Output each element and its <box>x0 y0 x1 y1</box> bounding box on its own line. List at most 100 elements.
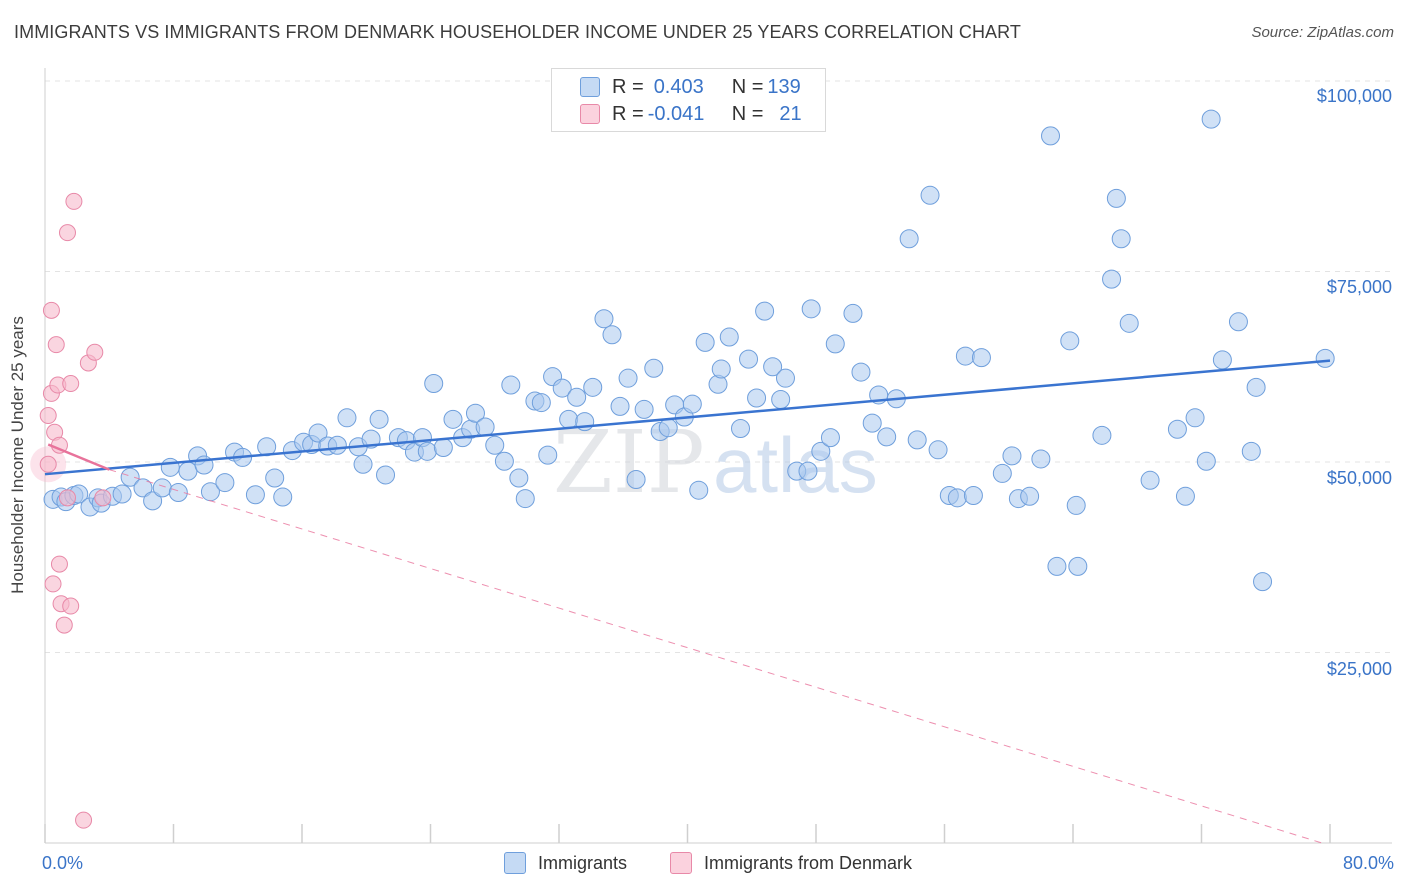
immigrants-point <box>626 470 646 490</box>
immigrants-point <box>634 399 654 419</box>
immigrants-point <box>376 465 396 485</box>
legend-row-denmark: R = -0.041 N = 21 <box>552 101 802 127</box>
immigrants-point <box>1167 419 1187 439</box>
denmark-point <box>65 192 83 210</box>
immigrants-point <box>1060 331 1080 351</box>
immigrants-point <box>618 368 638 388</box>
legend-swatch-blue <box>504 852 526 874</box>
immigrants-point <box>494 451 514 471</box>
immigrants-point <box>731 418 751 438</box>
denmark-point <box>94 489 112 507</box>
legend-n-label: N = <box>731 75 764 98</box>
immigrants-point <box>1196 451 1216 471</box>
immigrants-point <box>594 309 614 329</box>
immigrants-point <box>1111 229 1131 249</box>
immigrants-point <box>811 441 831 461</box>
immigrants-point <box>963 486 983 506</box>
immigrants-point <box>361 429 381 449</box>
immigrants-point <box>798 461 818 481</box>
immigrants-point <box>862 413 882 433</box>
immigrants-point <box>1092 425 1112 445</box>
immigrants-point <box>907 430 927 450</box>
gridlines <box>45 80 1392 653</box>
immigrants-point <box>567 387 587 407</box>
immigrants-point <box>992 463 1012 483</box>
immigrants-point <box>538 445 558 465</box>
immigrants-point <box>1246 377 1266 397</box>
immigrants-point <box>711 359 731 379</box>
immigrants-point <box>465 403 485 423</box>
denmark-point <box>62 375 80 393</box>
immigrants-point <box>143 491 163 511</box>
legend-n-value: 21 <box>779 102 802 125</box>
axes <box>44 68 1392 844</box>
immigrants-point <box>1066 495 1086 515</box>
immigrants-point <box>825 334 845 354</box>
immigrants-point <box>308 423 328 443</box>
immigrants-point <box>1175 486 1195 506</box>
immigrants-point <box>755 301 775 321</box>
immigrants-point <box>771 390 791 410</box>
immigrants-point <box>1140 470 1160 490</box>
immigrants-point <box>417 441 437 461</box>
immigrants-point <box>1002 446 1022 466</box>
immigrants-point <box>1212 350 1232 370</box>
y-tick-25000: $25,000 <box>1326 659 1392 679</box>
legend-r-value: 0.403 <box>653 75 704 98</box>
denmark-point <box>62 597 80 615</box>
immigrants-point <box>1102 269 1122 289</box>
immigrants-point <box>515 489 535 509</box>
immigrants-point <box>583 377 603 397</box>
immigrants-point <box>739 349 759 369</box>
watermark-zip: ZIP <box>553 413 705 513</box>
immigrants-point <box>851 362 871 382</box>
denmark-point <box>55 616 73 634</box>
legend-n-value: 139 <box>767 75 801 98</box>
immigrants-point <box>682 394 702 414</box>
legend-item-immigrants[interactable]: Immigrants <box>504 852 627 874</box>
immigrants-point <box>552 378 572 398</box>
x-min-label: 0.0% <box>42 853 84 873</box>
immigrants-point <box>133 478 153 498</box>
immigrants-point <box>120 467 140 487</box>
immigrants-point <box>369 409 389 429</box>
y-tick-75000: $75,000 <box>1326 277 1392 297</box>
immigrants-point <box>443 409 463 429</box>
immigrants-point <box>602 325 622 345</box>
immigrants-point <box>1031 449 1051 469</box>
immigrants-point <box>877 427 897 447</box>
immigrants-point <box>265 468 285 488</box>
denmark-trend-line <box>47 443 110 471</box>
source-label: Source: ZipAtlas.com <box>1251 24 1394 41</box>
denmark-point <box>47 336 65 354</box>
immigrants-point <box>160 457 180 477</box>
immigrants-point <box>509 468 529 488</box>
immigrants-point <box>1020 486 1040 506</box>
immigrants-point <box>1241 441 1261 461</box>
immigrants-point <box>689 480 709 500</box>
immigrants-point <box>475 417 495 437</box>
immigrants-point <box>559 409 579 429</box>
immigrants-point <box>928 440 948 460</box>
immigrants-points <box>43 109 1335 592</box>
legend-r-label: R = <box>612 75 644 98</box>
denmark-point <box>75 811 93 829</box>
denmark-point <box>39 407 57 425</box>
legend-swatch-pink <box>580 104 600 124</box>
immigrants-point <box>610 396 630 416</box>
denmark-point <box>58 489 76 507</box>
denmark-trend-dashed <box>109 469 1323 844</box>
legend-r-label: R = <box>612 102 644 125</box>
immigrants-point <box>245 485 265 505</box>
legend-item-denmark[interactable]: Immigrants from Denmark <box>670 852 912 874</box>
immigrants-point <box>1253 572 1273 592</box>
watermark: ZIP atlas <box>553 413 878 513</box>
immigrants-point <box>1201 109 1221 129</box>
immigrants-point <box>337 408 357 428</box>
denmark-point <box>58 224 76 242</box>
immigrants-point <box>920 185 940 205</box>
denmark-point <box>86 343 104 361</box>
immigrants-point <box>353 454 373 474</box>
immigrants-point <box>971 348 991 368</box>
